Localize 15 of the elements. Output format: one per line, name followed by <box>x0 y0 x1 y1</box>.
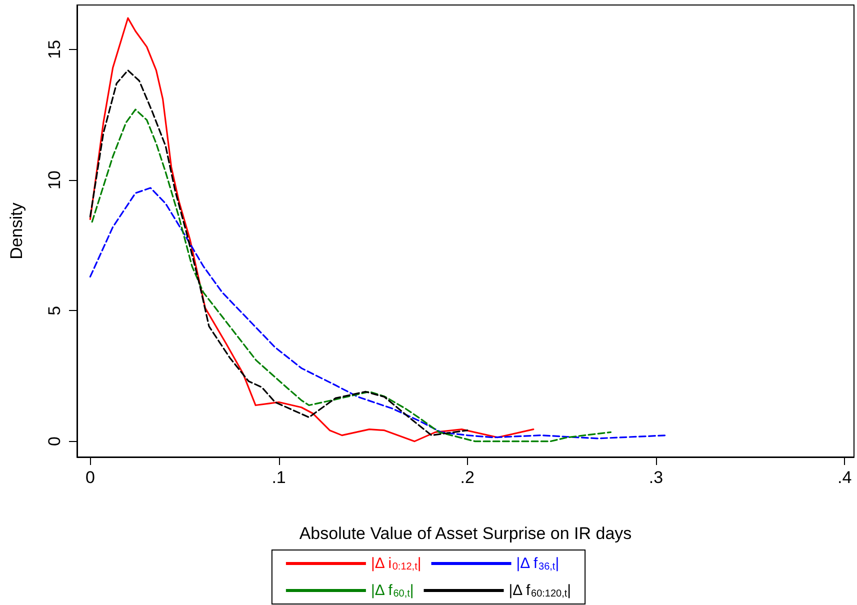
line-series <box>91 108 612 442</box>
line-series <box>89 17 534 442</box>
y-tick-label: 10 <box>45 170 64 190</box>
x-tick-label: .3 <box>648 468 664 487</box>
y-tick-label: 0 <box>45 436 64 446</box>
line-series <box>89 70 468 436</box>
x-tick-label: .2 <box>460 468 474 487</box>
y-axis-title: Density <box>7 202 26 260</box>
y-tick-label: 15 <box>45 40 64 59</box>
x-axis-title: Absolute Value of Asset Surprise on IR days <box>299 524 632 543</box>
y-tick-label: 5 <box>45 306 64 316</box>
x-tick-label: .4 <box>837 468 852 487</box>
x-tick-label: 0 <box>85 468 95 487</box>
x-tick-label: .1 <box>272 468 286 487</box>
line-series <box>89 187 668 440</box>
